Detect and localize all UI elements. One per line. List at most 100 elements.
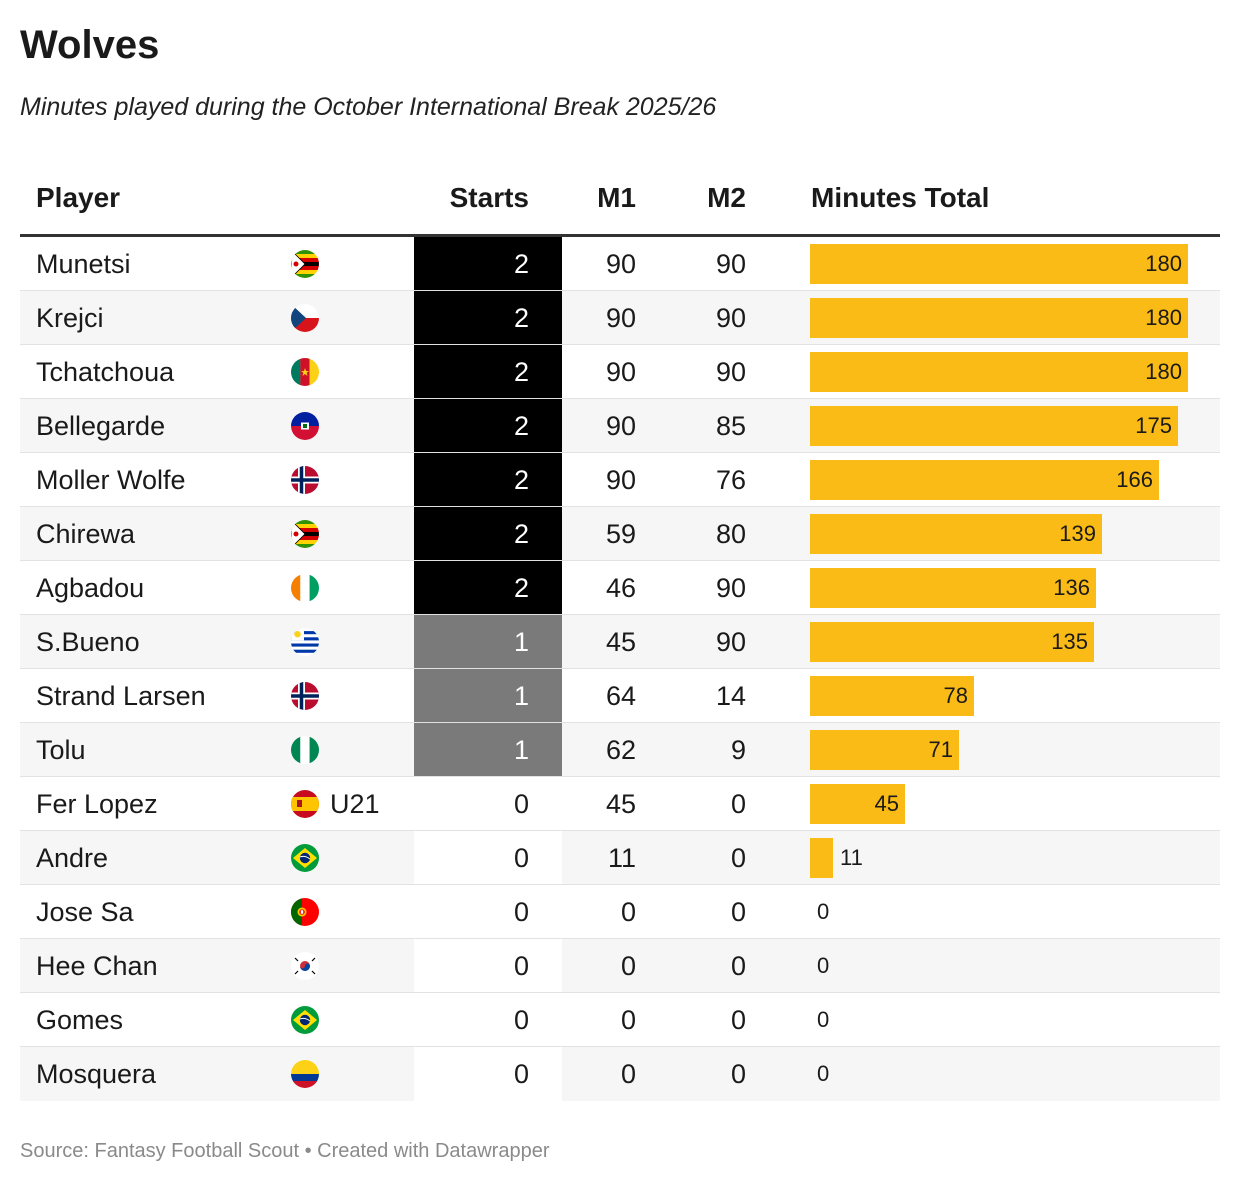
- minutes-total-label: 78: [943, 683, 968, 708]
- colombia-flag-icon: [291, 1060, 319, 1088]
- starts-cell: 2: [414, 561, 562, 614]
- minutes-total-label: 0: [817, 899, 830, 924]
- m1-cell: 90: [562, 345, 636, 398]
- m2-cell: 14: [715, 681, 746, 711]
- table-row: Chirewa 2 59 80 139: [20, 507, 1220, 561]
- m1-cell: 45: [562, 615, 636, 668]
- minutes-total-label: 166: [1116, 467, 1153, 492]
- czech-flag-icon: [291, 304, 319, 332]
- player-name: Fer Lopez: [36, 789, 158, 819]
- zimbabwe-flag-icon: [291, 250, 319, 278]
- header-m1[interactable]: M1: [597, 182, 636, 213]
- minutes-bar: [810, 406, 1178, 446]
- table-row: Bellegarde 2 90 85 175: [20, 399, 1220, 453]
- header-m2[interactable]: M2: [707, 182, 746, 213]
- minutes-total-label: 180: [1145, 359, 1182, 384]
- minutes-total-cell: 45: [810, 777, 1220, 830]
- player-name: Tolu: [36, 735, 86, 765]
- table-row: Moller Wolfe 2 90 76 166: [20, 453, 1220, 507]
- table-body: Munetsi 2 90 90 180 Krejci 2 90 90 180 Tchatchoua 2…: [20, 237, 1220, 1101]
- m1-cell: 90: [562, 453, 636, 506]
- table-row: Strand Larsen 1 64 14 78: [20, 669, 1220, 723]
- starts-cell: 0: [414, 885, 562, 938]
- header-player[interactable]: Player: [36, 182, 121, 213]
- minutes-total-label: 11: [840, 845, 863, 870]
- m2-cell: 0: [730, 1059, 746, 1089]
- m1-cell: 45: [562, 777, 636, 830]
- minutes-total-label: 180: [1145, 251, 1182, 276]
- minutes-bar: [810, 784, 905, 824]
- table-row: Krejci 2 90 90 180: [20, 291, 1220, 345]
- minutes-total-cell: 0: [810, 939, 1220, 992]
- minutes-total-cell: 180: [810, 345, 1220, 398]
- minutes-total-cell: 0: [810, 993, 1220, 1046]
- starts-cell: 2: [414, 345, 562, 398]
- player-name: Gomes: [36, 1005, 124, 1035]
- zimbabwe-flag-icon: [291, 520, 319, 548]
- header-starts[interactable]: Starts: [449, 182, 529, 213]
- nigeria-flag-icon: [291, 736, 319, 764]
- starts-cell: 1: [414, 723, 562, 776]
- minutes-total-cell: 135: [810, 615, 1220, 668]
- brazil-flag-icon: [291, 844, 319, 872]
- m2-cell: 0: [730, 897, 746, 927]
- m2-cell: 0: [730, 843, 746, 873]
- table-row: S.Bueno 1 45 90 135: [20, 615, 1220, 669]
- minutes-total-label: 0: [817, 953, 830, 978]
- minutes-total-label: 0: [817, 1007, 830, 1032]
- player-name: Krejci: [36, 303, 104, 333]
- table-row: Hee Chan 0 0 0 0: [20, 939, 1220, 993]
- portugal-flag-icon: [291, 898, 319, 926]
- haiti-flag-icon: [291, 412, 319, 440]
- minutes-bar: [810, 622, 1094, 662]
- m2-cell: 9: [730, 735, 746, 765]
- starts-cell: 0: [414, 939, 562, 992]
- table-header: Player Starts M1 M2 Minutes Total: [20, 170, 1220, 237]
- starts-cell: 2: [414, 399, 562, 452]
- m2-cell: 0: [730, 789, 746, 819]
- player-name: Jose Sa: [36, 897, 134, 927]
- minutes-total-cell: 180: [810, 237, 1220, 290]
- m2-cell: 0: [730, 951, 746, 981]
- starts-cell: 1: [414, 669, 562, 722]
- minutes-total-cell: 139: [810, 507, 1220, 560]
- m1-cell: 62: [562, 723, 636, 776]
- uruguay-flag-icon: [291, 628, 319, 656]
- m2-cell: 90: [715, 249, 746, 279]
- starts-cell: 2: [414, 291, 562, 344]
- player-name: Tchatchoua: [36, 357, 175, 387]
- minutes-bar: [810, 514, 1102, 554]
- starts-cell: 0: [414, 993, 562, 1046]
- player-name: Munetsi: [36, 249, 131, 279]
- table-row: Tchatchoua 2 90 90 180: [20, 345, 1220, 399]
- player-name: Chirewa: [36, 519, 136, 549]
- minutes-total-cell: 0: [810, 1047, 1220, 1101]
- m1-cell: 0: [562, 993, 636, 1046]
- minutes-total-label: 135: [1051, 629, 1088, 654]
- m2-cell: 76: [715, 465, 746, 495]
- minutes-total-cell: 175: [810, 399, 1220, 452]
- player-name: Hee Chan: [36, 951, 158, 981]
- table-row: Fer Lopez U21 0 45 0 45: [20, 777, 1220, 831]
- player-name: Agbadou: [36, 573, 145, 603]
- minutes-bar: [810, 730, 959, 770]
- norway-flag-icon: [291, 466, 319, 494]
- header-minutes-total[interactable]: Minutes Total: [811, 182, 990, 213]
- minutes-bar: [810, 298, 1188, 338]
- player-name: Andre: [36, 843, 109, 873]
- source-footer: Source: Fantasy Football Scout • Created…: [20, 1140, 550, 1162]
- minutes-total-cell: 166: [810, 453, 1220, 506]
- minutes-bar: [810, 568, 1096, 608]
- south-korea-flag-icon: [291, 952, 319, 980]
- m1-cell: 64: [562, 669, 636, 722]
- m1-cell: 0: [562, 939, 636, 992]
- table-row: Tolu 1 62 9 71: [20, 723, 1220, 777]
- m1-cell: 90: [562, 399, 636, 452]
- table-row: Jose Sa 0 0 0 0: [20, 885, 1220, 939]
- minutes-total-label: 175: [1135, 413, 1172, 438]
- minutes-total-cell: 180: [810, 291, 1220, 344]
- player-tag: U21: [330, 789, 380, 819]
- minutes-total-label: 136: [1053, 575, 1090, 600]
- starts-cell: 2: [414, 237, 562, 290]
- spain-flag-icon: [291, 790, 319, 818]
